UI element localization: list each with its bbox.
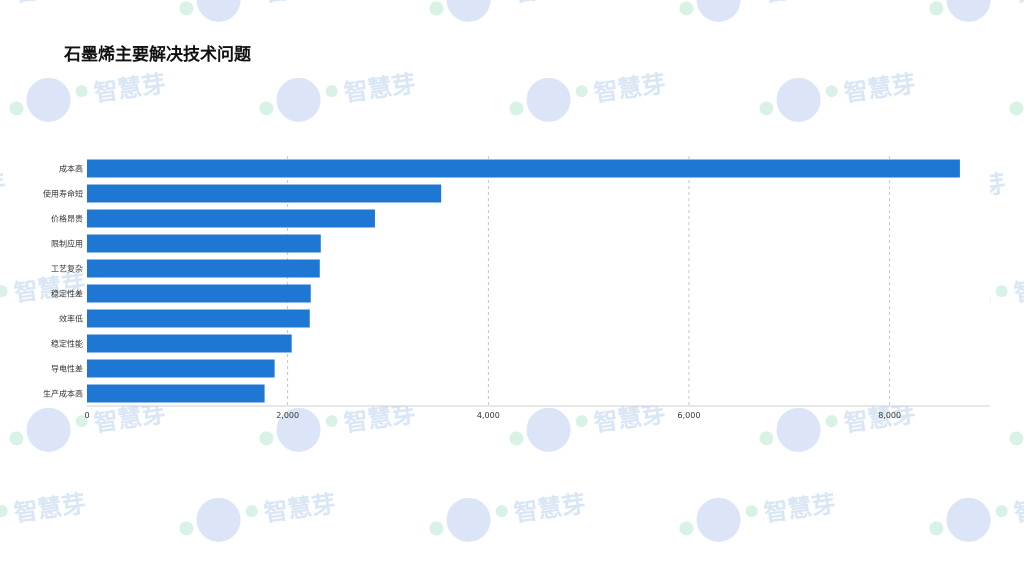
watermark-text: 智慧芽 <box>0 170 7 208</box>
y-tick-label: 价格昂贵 <box>51 214 83 224</box>
watermark-dot <box>495 505 508 518</box>
page-title: 石墨烯主要解决技术问题 <box>64 45 251 65</box>
watermark-logo: 智慧芽 <box>0 170 7 208</box>
watermark-dot <box>679 521 694 536</box>
watermark-dot <box>929 1 944 16</box>
watermark-logo: 智慧芽 <box>929 490 1024 542</box>
watermark-circle <box>446 0 491 22</box>
watermark-dot <box>245 505 258 518</box>
watermark-dot <box>679 1 694 16</box>
bar <box>87 359 275 378</box>
watermark-dot <box>509 431 524 446</box>
bar <box>87 334 292 353</box>
x-tick-label: 0 <box>84 411 89 420</box>
y-tick-label: 成本高 <box>59 164 83 174</box>
watermark-dot <box>995 505 1008 518</box>
watermark-circle <box>696 0 741 22</box>
bar <box>87 184 442 203</box>
watermark-circle <box>446 497 491 542</box>
bar <box>87 234 321 253</box>
bar <box>87 309 310 328</box>
watermark-dot <box>325 415 338 428</box>
watermark-circle <box>26 407 71 452</box>
watermark-circle <box>696 497 741 542</box>
bar <box>87 259 320 278</box>
watermark-circle <box>946 497 991 542</box>
watermark-dot <box>759 101 774 116</box>
watermark-text: 智慧芽 <box>1012 490 1024 528</box>
x-tick-label: 2,000 <box>276 411 299 420</box>
x-tick-label: 8,000 <box>878 411 901 420</box>
watermark-text: 智慧芽 <box>1012 270 1024 308</box>
watermark-dot <box>75 85 88 98</box>
y-tick-label: 工艺复杂 <box>51 264 83 274</box>
watermark-dot <box>429 521 444 536</box>
watermark-circle <box>196 497 241 542</box>
bar <box>87 384 265 403</box>
bar <box>87 159 960 178</box>
watermark-dot <box>825 415 838 428</box>
watermark-circle <box>776 77 821 122</box>
watermark-dot <box>745 505 758 518</box>
watermark-logo: 智慧芽 <box>9 70 167 122</box>
watermark-dot <box>1009 431 1024 446</box>
watermark-dot <box>0 505 8 518</box>
y-tick-label: 使用寿命短 <box>43 189 83 199</box>
watermark-dot <box>9 431 24 446</box>
watermark-dot <box>9 101 24 116</box>
watermark-dot <box>759 431 774 446</box>
watermark-circle <box>776 407 821 452</box>
watermark-dot <box>75 415 88 428</box>
y-tick-label: 导电性差 <box>51 364 83 374</box>
watermark-text: 智慧芽 <box>1012 0 1024 7</box>
watermark-dot <box>179 1 194 16</box>
watermark-circle <box>526 407 571 452</box>
watermark-dot <box>575 415 588 428</box>
watermark-dot <box>179 521 194 536</box>
watermark-circle <box>276 407 321 452</box>
watermark-circle <box>196 0 241 22</box>
y-tick-label: 生产成本高 <box>43 389 83 399</box>
watermark-dot <box>259 101 274 116</box>
watermark-dot <box>575 85 588 98</box>
watermark-dot <box>259 431 274 446</box>
watermark-dot <box>325 85 338 98</box>
watermark-logo: 智慧芽 <box>1009 101 1024 116</box>
watermark-dot <box>929 521 944 536</box>
y-tick-label: 稳定性差 <box>51 289 83 299</box>
x-tick-label: 6,000 <box>678 411 701 420</box>
watermark-circle <box>526 77 571 122</box>
y-tick-label: 效率低 <box>59 314 83 324</box>
bar <box>87 284 311 303</box>
watermark-logo: 智慧芽 <box>929 0 1024 22</box>
watermark-circle <box>26 77 71 122</box>
watermark-logo: 智慧芽 <box>1009 431 1024 446</box>
watermark-dot <box>995 285 1008 298</box>
bar <box>87 209 375 228</box>
watermark-circle <box>276 77 321 122</box>
x-tick-label: 4,000 <box>477 411 500 420</box>
watermark-circle <box>946 0 991 22</box>
watermark-dot <box>429 1 444 16</box>
watermark-dot <box>1009 101 1024 116</box>
y-tick-label: 稳定性能 <box>51 339 83 349</box>
watermark-dot <box>825 85 838 98</box>
watermark-dot <box>0 285 8 298</box>
y-tick-label: 限制应用 <box>51 239 83 249</box>
watermark-dot <box>509 101 524 116</box>
